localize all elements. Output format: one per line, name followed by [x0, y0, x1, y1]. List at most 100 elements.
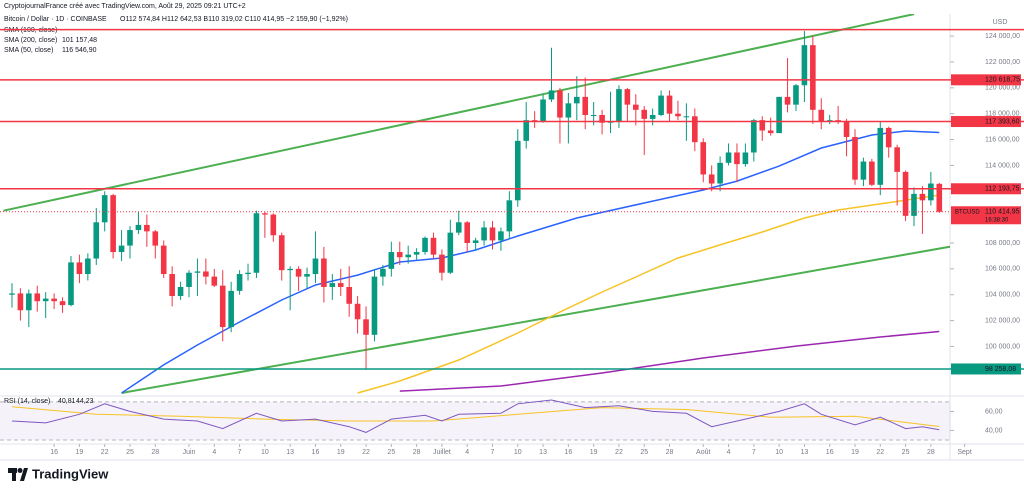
candle-body: [371, 276, 378, 335]
x-tick-label: 4: [212, 449, 216, 456]
candle-body: [860, 161, 867, 180]
candle-body: [329, 283, 336, 287]
candle-body: [557, 90, 563, 118]
x-tick-label: 25: [387, 449, 395, 456]
candle-body: [118, 245, 125, 253]
candle-body: [245, 272, 251, 275]
candle-body: [717, 162, 723, 184]
level-label: 98 258,08: [985, 366, 1016, 373]
x-tick-label: 10: [261, 449, 269, 456]
candle-body: [236, 274, 243, 291]
x-tick-label: Août: [696, 449, 710, 456]
candle-body: [675, 113, 681, 117]
candle-body: [422, 237, 428, 253]
candle-body: [498, 231, 504, 241]
candle-body: [481, 227, 487, 241]
candle-body: [380, 268, 386, 277]
candle-body: [439, 254, 445, 273]
candle-body: [312, 258, 319, 275]
candle-body: [666, 95, 673, 114]
candle-body: [582, 96, 589, 115]
candle-body: [287, 268, 293, 271]
candle-body: [523, 120, 530, 141]
y-tick-label: 114 000,00: [985, 162, 1020, 169]
candle-body: [590, 114, 597, 116]
x-tick-label: 4: [727, 449, 731, 456]
level-label: 120 618,75: [985, 77, 1020, 84]
x-tick-label: Juin: [183, 449, 196, 456]
candle-body: [641, 109, 648, 119]
candle-body: [911, 193, 917, 216]
rsi-ma-value: 44,23: [76, 398, 94, 405]
candle-body: [228, 290, 234, 328]
x-tick-label: 13: [539, 449, 547, 456]
candle-body: [801, 45, 808, 86]
candle-body: [734, 152, 740, 165]
candle-body: [708, 174, 715, 184]
candle-body: [928, 183, 934, 201]
candle-body: [304, 274, 310, 277]
candle-body: [9, 293, 15, 295]
candle-body: [110, 195, 116, 253]
x-tick-label: 22: [362, 449, 370, 456]
price-pane: [3, 14, 950, 394]
candle-body: [633, 104, 639, 110]
x-tick-label: 22: [615, 449, 623, 456]
moving-average: [357, 194, 940, 394]
candle-body: [51, 298, 57, 302]
candle-body: [17, 293, 24, 311]
candle-body: [93, 222, 100, 259]
candle-body: [405, 254, 411, 258]
candle-body: [76, 262, 83, 275]
candle-body: [455, 222, 462, 233]
candle-body: [135, 224, 142, 231]
symbol-title: Bitcoin / Dollar · 1D · COINBASE: [4, 16, 107, 23]
candle-body: [700, 142, 707, 175]
candle-body: [742, 152, 749, 165]
x-tick-label: 10: [775, 449, 783, 456]
moving-average: [121, 130, 940, 394]
x-tick-label: 13: [286, 449, 294, 456]
candle-body: [759, 120, 766, 131]
candle-body: [506, 200, 513, 232]
candle-body: [818, 109, 825, 122]
level-label-box: [951, 74, 1021, 86]
candle-body: [616, 89, 622, 122]
candle-body: [152, 231, 159, 246]
candle-body: [658, 95, 664, 115]
countdown: 16:38:30: [985, 217, 1009, 223]
candle-body: [295, 268, 302, 277]
x-tick-label: 13: [801, 449, 809, 456]
candle-body: [692, 116, 698, 143]
candle-body: [877, 127, 884, 185]
candle-body: [160, 245, 167, 275]
candle-body: [624, 89, 631, 105]
moving-average: [399, 330, 940, 392]
x-tick-label: 28: [151, 449, 159, 456]
candle-body: [751, 120, 757, 153]
last-price-label: 110 414,95: [985, 209, 1020, 216]
level-label-box: [951, 363, 1021, 375]
candle-body: [68, 262, 74, 306]
candle-body: [101, 195, 108, 223]
candle-body: [253, 213, 260, 273]
candle-body: [34, 293, 41, 302]
candle-body: [767, 130, 774, 134]
rsi-value: 40,81: [58, 398, 76, 405]
candle-body: [447, 232, 454, 273]
candle-body: [177, 286, 184, 297]
x-tick-label: 4: [465, 449, 469, 456]
x-tick-label: 16: [50, 449, 58, 456]
candle-body: [413, 252, 420, 255]
candle-body: [514, 140, 521, 201]
rsi-ma: [11, 406, 940, 427]
candle-body: [278, 235, 285, 271]
candle-body: [211, 276, 218, 286]
x-tick-label: 16: [312, 449, 320, 456]
rsi-line: [11, 399, 940, 433]
candle-body: [573, 96, 580, 104]
rsi-legend: RSI (14, close): [4, 398, 50, 405]
candle-body: [548, 90, 555, 100]
x-tick-label: 22: [101, 449, 109, 456]
candle-body: [885, 127, 892, 148]
